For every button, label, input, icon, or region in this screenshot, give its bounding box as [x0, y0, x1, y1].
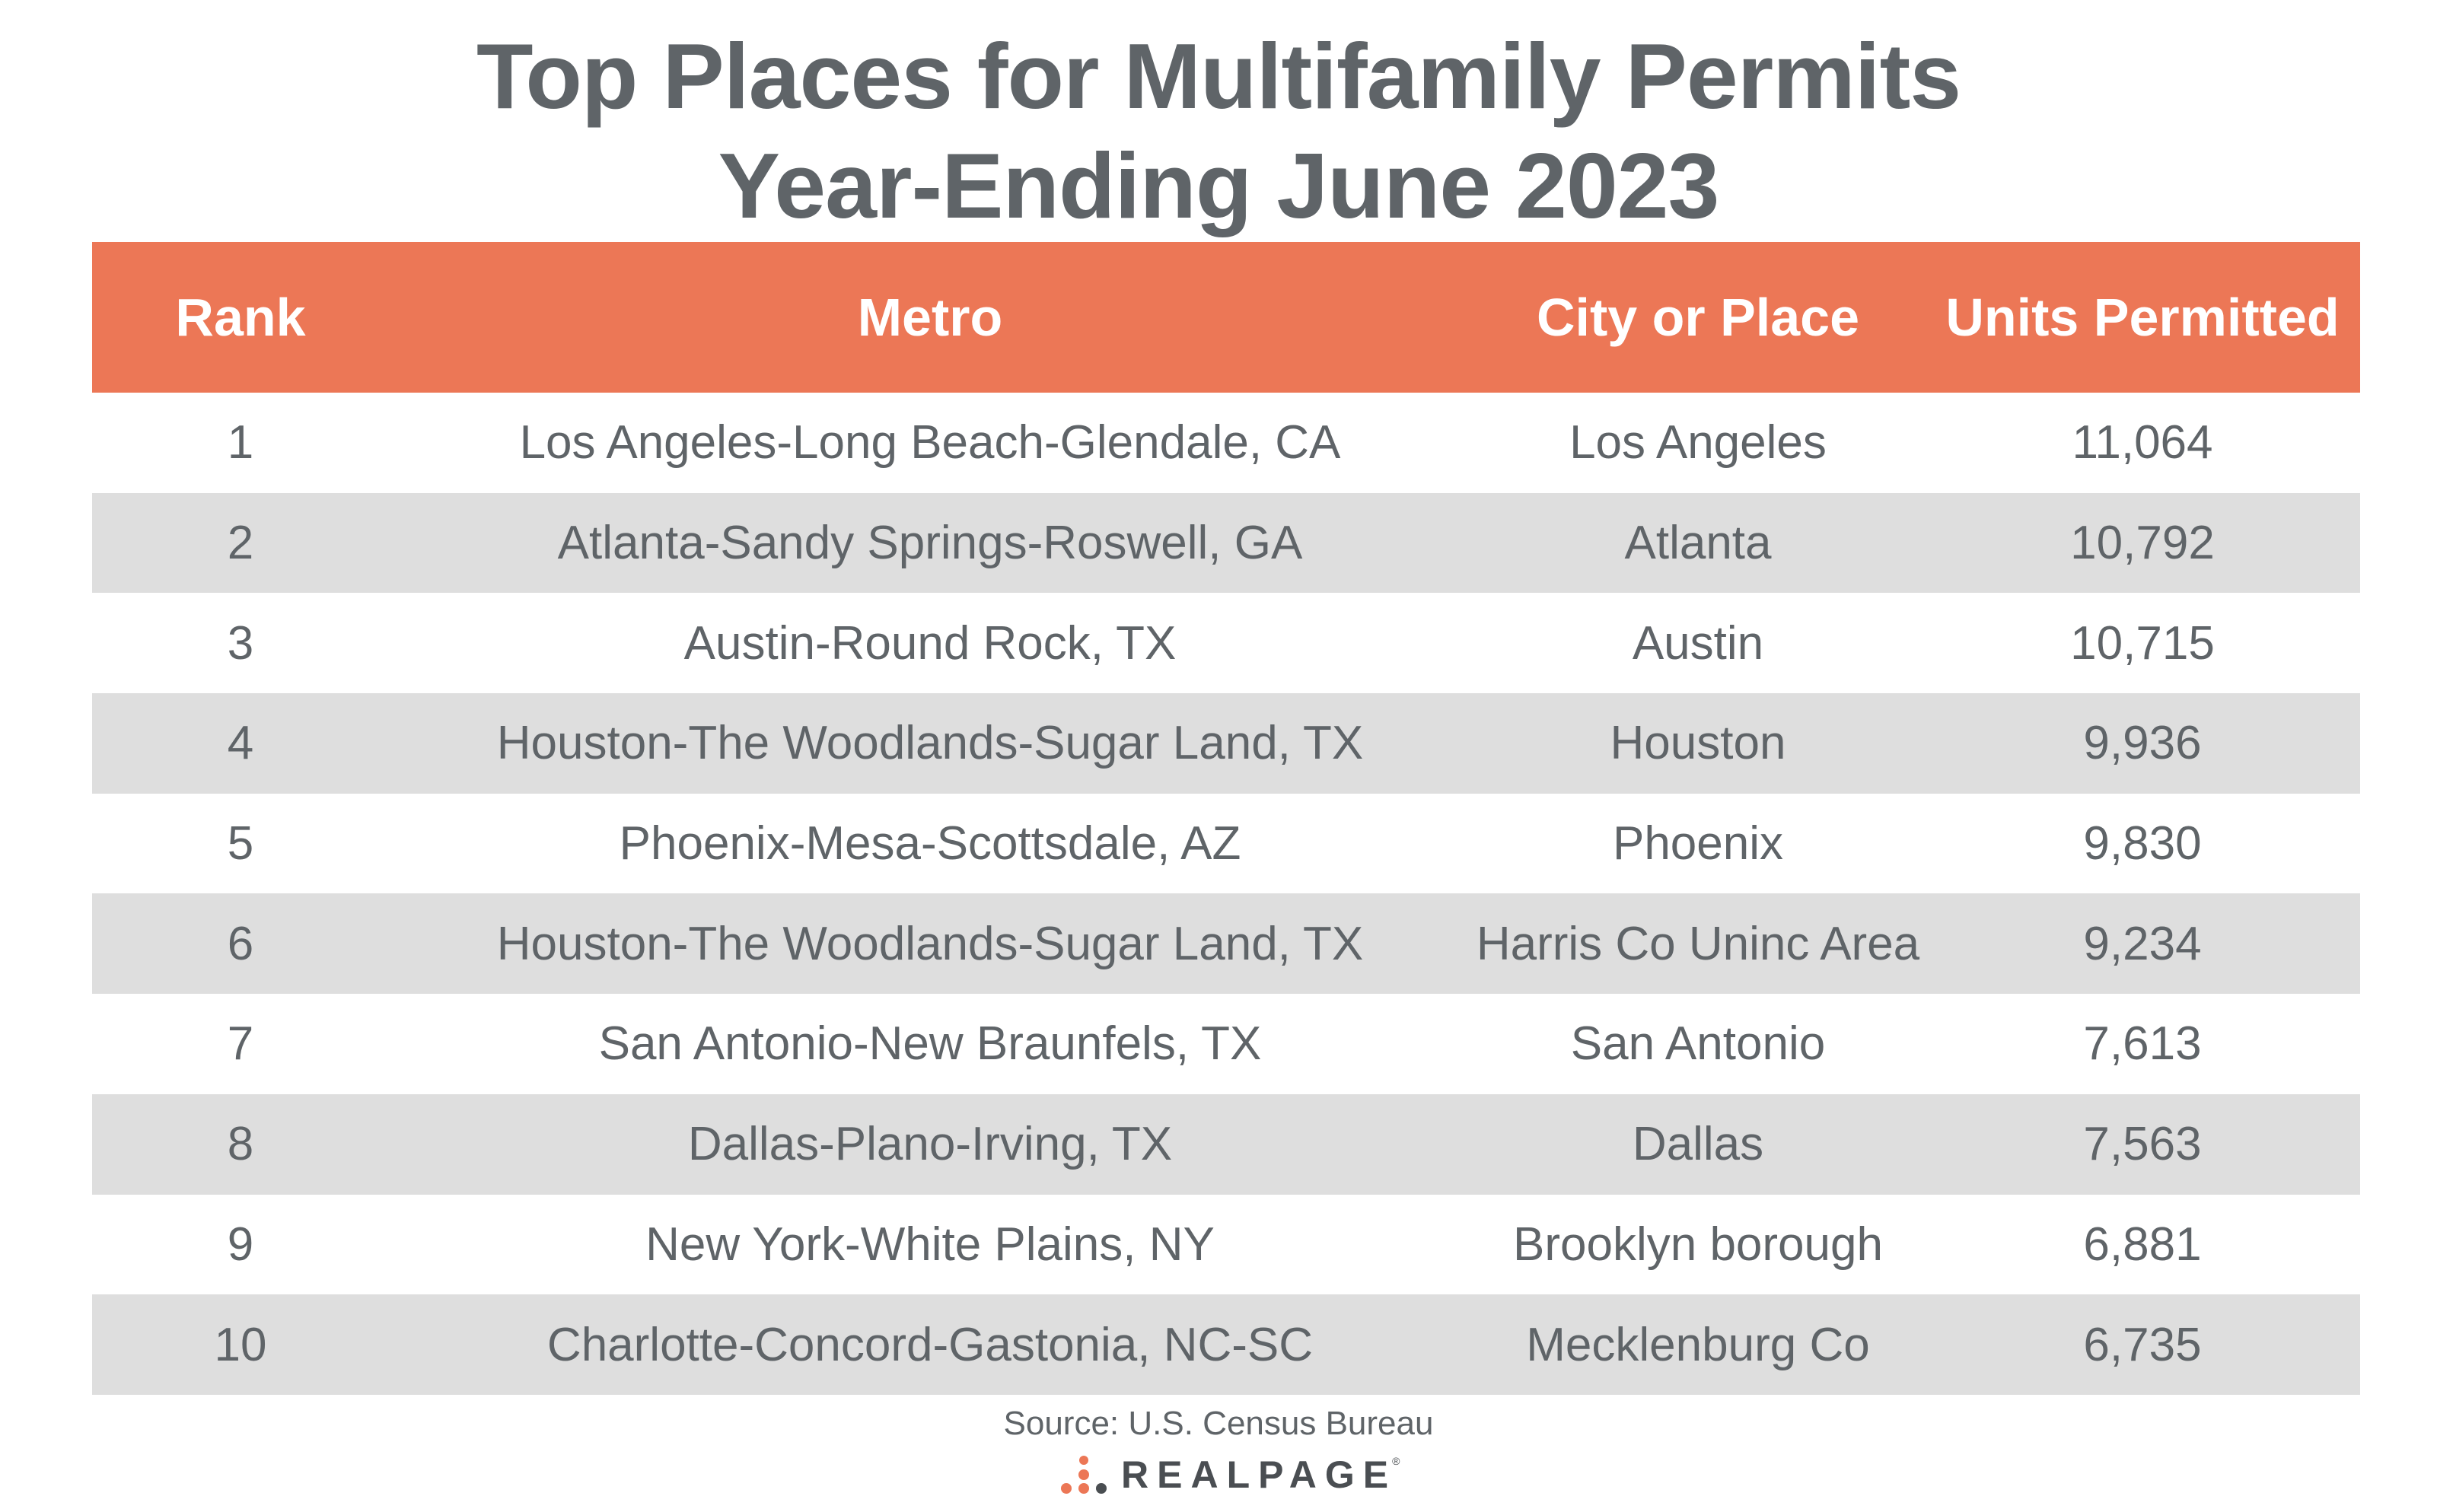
header-units-permitted: Units Permitted [1945, 288, 2340, 347]
source-note: Source: U.S. Census Bureau [1003, 1405, 1434, 1442]
header-rank: Rank [175, 288, 306, 347]
cell-metro: New York-White Plains, NY [645, 1218, 1215, 1271]
cell-city-or-place: Los Angeles [1569, 416, 1827, 470]
cell-city-or-place: Brooklyn borough [1513, 1218, 1883, 1271]
cell-units-permitted: 9,234 [2083, 917, 2202, 970]
cell-units-permitted: 10,792 [2070, 517, 2215, 570]
table-body: 1 Los Angeles-Long Beach-Glendale, CA Los … [92, 393, 2360, 1395]
cell-metro: Phoenix-Mesa-Scottsdale, AZ [619, 817, 1241, 871]
cell-units-permitted: 6,735 [2083, 1318, 2202, 1371]
cell-rank: 4 [227, 717, 254, 770]
realpage-dots-icon [1061, 1456, 1107, 1494]
cell-units-permitted: 9,936 [2083, 717, 2202, 770]
cell-rank: 8 [227, 1118, 254, 1171]
cell-metro: San Antonio-New Braunfels, TX [598, 1017, 1262, 1071]
realpage-wordmark: REALPAGE [1121, 1453, 1397, 1496]
table-row: 4 Houston-The Woodlands-Sugar Land, TX Hou… [92, 693, 2360, 794]
chart-title-line-1: Top Places for Multifamily Permits [476, 24, 1961, 128]
cell-city-or-place: Phoenix [1612, 817, 1784, 871]
cell-city-or-place: San Antonio [1570, 1017, 1826, 1071]
cell-city-or-place: Austin [1632, 616, 1764, 670]
cell-city-or-place: Dallas [1632, 1118, 1764, 1171]
table-row: 7 San Antonio-New Braunfels, TX San Antoni… [92, 994, 2360, 1094]
cell-metro: Houston-The Woodlands-Sugar Land, TX [496, 717, 1364, 770]
chart-title: Top Places for Multifamily Permits Year-… [0, 21, 2437, 240]
cell-metro: Los Angeles-Long Beach-Glendale, CA [519, 416, 1341, 470]
cell-metro: Atlanta-Sandy Springs-Roswell, GA [557, 517, 1303, 570]
table-row: 2 Atlanta-Sandy Springs-Roswell, GA Atlant… [92, 492, 2360, 594]
cell-city-or-place: Harris Co Uninc Area [1476, 917, 1920, 970]
cell-rank: 7 [227, 1017, 254, 1071]
cell-units-permitted: 9,830 [2083, 817, 2202, 871]
table-row: 8 Dallas-Plano-Irving, TX Dallas 7,563 [92, 1093, 2360, 1195]
chart-title-line-2: Year-Ending June 2023 [718, 134, 1720, 237]
cell-city-or-place: Mecklenburg Co [1526, 1318, 1870, 1371]
realpage-logo: REALPAGE ® [1060, 1453, 1400, 1496]
cell-units-permitted: 7,563 [2083, 1118, 2202, 1171]
cell-metro: Dallas-Plano-Irving, TX [687, 1118, 1173, 1171]
cell-units-permitted: 6,881 [2083, 1218, 2202, 1271]
table-row: 1 Los Angeles-Long Beach-Glendale, CA Los … [92, 393, 2360, 493]
cell-units-permitted: 11,064 [2072, 416, 2213, 470]
trademark-symbol: ® [1392, 1455, 1400, 1467]
table-row: 5 Phoenix-Mesa-Scottsdale, AZ Phoenix 9,830 [92, 794, 2360, 894]
cell-rank: 3 [227, 616, 254, 670]
cell-metro: Austin-Round Rock, TX [683, 616, 1177, 670]
cell-metro: Houston-The Woodlands-Sugar Land, TX [496, 917, 1364, 970]
cell-city-or-place: Houston [1610, 717, 1786, 770]
header-city-or-place: City or Place [1536, 288, 1860, 347]
table-row: 6 Houston-The Woodlands-Sugar Land, TX Har… [92, 893, 2360, 995]
cell-rank: 10 [214, 1318, 267, 1371]
cell-metro: Charlotte-Concord-Gastonia, NC-SC [546, 1318, 1314, 1371]
cell-city-or-place: Atlanta [1624, 517, 1772, 570]
table-row: 3 Austin-Round Rock, TX Austin 10,715 [92, 593, 2360, 693]
table-header: Rank Metro City or Place Units Permitted [92, 242, 2360, 393]
cell-rank: 2 [227, 517, 254, 570]
table-row: 9 New York-White Plains, NY Brooklyn borou… [92, 1195, 2360, 1295]
cell-rank: 1 [227, 416, 254, 470]
cell-units-permitted: 10,715 [2070, 616, 2215, 670]
permits-table: Rank Metro City or Place Units Permitted… [92, 242, 2360, 1395]
cell-rank: 6 [227, 917, 254, 970]
cell-rank: 9 [227, 1218, 254, 1271]
header-metro: Metro [857, 288, 1003, 347]
table-row: 10 Charlotte-Concord-Gastonia, NC-SC Meckl… [92, 1294, 2360, 1395]
cell-rank: 5 [227, 817, 254, 871]
cell-units-permitted: 7,613 [2083, 1017, 2202, 1071]
